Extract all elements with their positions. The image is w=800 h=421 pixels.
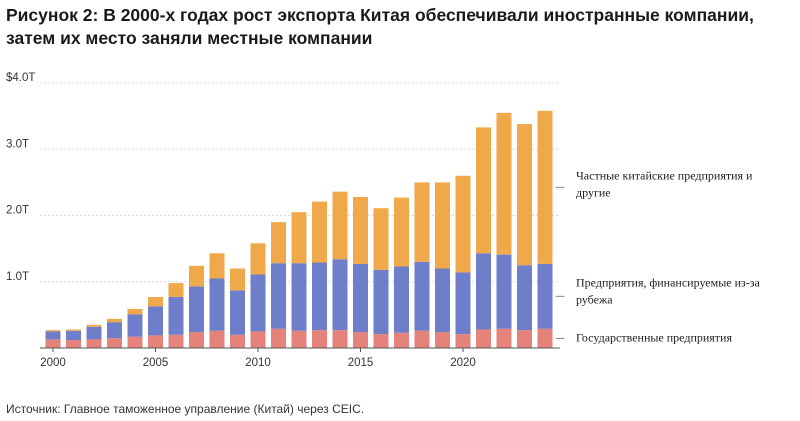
bar-segment [394, 197, 409, 267]
bar-segment [353, 332, 368, 348]
bar-segment [373, 269, 389, 335]
gridlines: $4.0T 3.0T 2.0T 1.0T [6, 72, 560, 283]
x-tick-label: 2020 [450, 357, 476, 369]
bar-segment [476, 253, 491, 330]
bar-segment [394, 332, 409, 348]
bar-segment [271, 263, 286, 329]
y-tick-label: $4.0T [6, 72, 35, 84]
bar-segment [394, 266, 409, 333]
x-tick-label: 2005 [143, 357, 169, 369]
bar-segment [312, 201, 327, 263]
bar-segment [168, 283, 184, 297]
bar-segment [86, 326, 102, 340]
bar-segment [332, 259, 348, 331]
bar-segment [127, 314, 143, 337]
bar-segment [45, 330, 61, 332]
bar-segment [189, 332, 204, 348]
bar-segment [537, 328, 553, 348]
bar-segment [148, 306, 163, 336]
x-tick-label: 2015 [348, 357, 374, 369]
bar-segment [414, 182, 430, 262]
bar-segment [271, 328, 286, 348]
bar-segment [86, 339, 102, 348]
bar-segment [435, 182, 450, 269]
bar-segment [537, 263, 553, 329]
bar-segment [517, 330, 532, 348]
bar-segment [271, 222, 286, 264]
bar-segment [373, 334, 389, 348]
y-tick-label: 3.0T [6, 138, 29, 150]
bar-segment [127, 336, 143, 348]
y-tick-label: 2.0T [6, 205, 29, 217]
bar-segment [148, 335, 163, 348]
bar-segment [496, 112, 512, 255]
bar-segment [291, 212, 307, 264]
bar-segment [435, 268, 450, 333]
x-tick-label: 2000 [40, 357, 66, 369]
bar-segment [476, 329, 491, 348]
bar-segment [86, 324, 102, 327]
bar-segment [45, 331, 61, 340]
bar-segment [414, 261, 430, 331]
bar-segment [517, 124, 532, 266]
bar-segment [291, 330, 307, 348]
bar-segment [332, 191, 348, 260]
bar-segment [476, 127, 491, 254]
legend-label: Предприятия, финансируемые из-за [576, 275, 760, 289]
bar-segment [435, 332, 450, 348]
bar-segment [168, 334, 184, 348]
bar-segment [209, 253, 225, 279]
bar-segment [66, 329, 81, 331]
legend-label: Частные китайские предприятия и [576, 168, 753, 182]
bar-segment [455, 175, 471, 273]
axes: 2000 2005 2010 2015 2020 [40, 347, 560, 369]
bar-segment [250, 243, 266, 275]
bar-segment [189, 286, 204, 333]
bar-segment [107, 338, 122, 348]
bar-segment [496, 254, 512, 329]
bar-segment [230, 268, 245, 291]
bar-segment [168, 296, 184, 335]
bar-segment [455, 334, 471, 348]
bar-segment [107, 322, 122, 339]
bar-segment [537, 110, 553, 264]
bar-segment [517, 265, 532, 331]
bar-segment [189, 265, 204, 287]
bar-segment [66, 330, 81, 341]
bars [45, 110, 553, 348]
bar-segment [209, 278, 225, 331]
source-note: Источник: Главное таможенное управление … [6, 402, 365, 416]
bar-segment [209, 330, 225, 348]
bar-segment [250, 274, 266, 332]
bar-segment [373, 208, 389, 270]
bar-segment [291, 263, 307, 331]
legend-label: другие [576, 185, 611, 199]
bar-segment [148, 296, 163, 307]
bar-segment [312, 330, 327, 348]
bar-segment [230, 290, 245, 335]
bar-segment [107, 318, 122, 323]
bar-segment [45, 339, 61, 348]
bar-segment [455, 272, 471, 335]
legend-label: рубежа [576, 292, 613, 306]
y-tick-label: 1.0T [6, 271, 29, 283]
bar-segment [496, 328, 512, 348]
bar-segment [127, 308, 143, 315]
x-tick-label: 2010 [245, 357, 271, 369]
legend: Частные китайские предприятия и другие Пре… [555, 168, 760, 344]
bar-segment [353, 263, 368, 333]
bar-segment [250, 331, 266, 348]
bar-segment [353, 196, 368, 264]
chart-title: Рисунок 2: В 2000-х годах рост экспорта … [6, 5, 754, 48]
bar-segment [230, 334, 245, 348]
legend-label: Государственные предприятия [576, 330, 732, 344]
bar-segment [414, 330, 430, 348]
bar-segment [66, 340, 81, 348]
bar-segment [332, 330, 348, 348]
bar-segment [312, 262, 327, 331]
